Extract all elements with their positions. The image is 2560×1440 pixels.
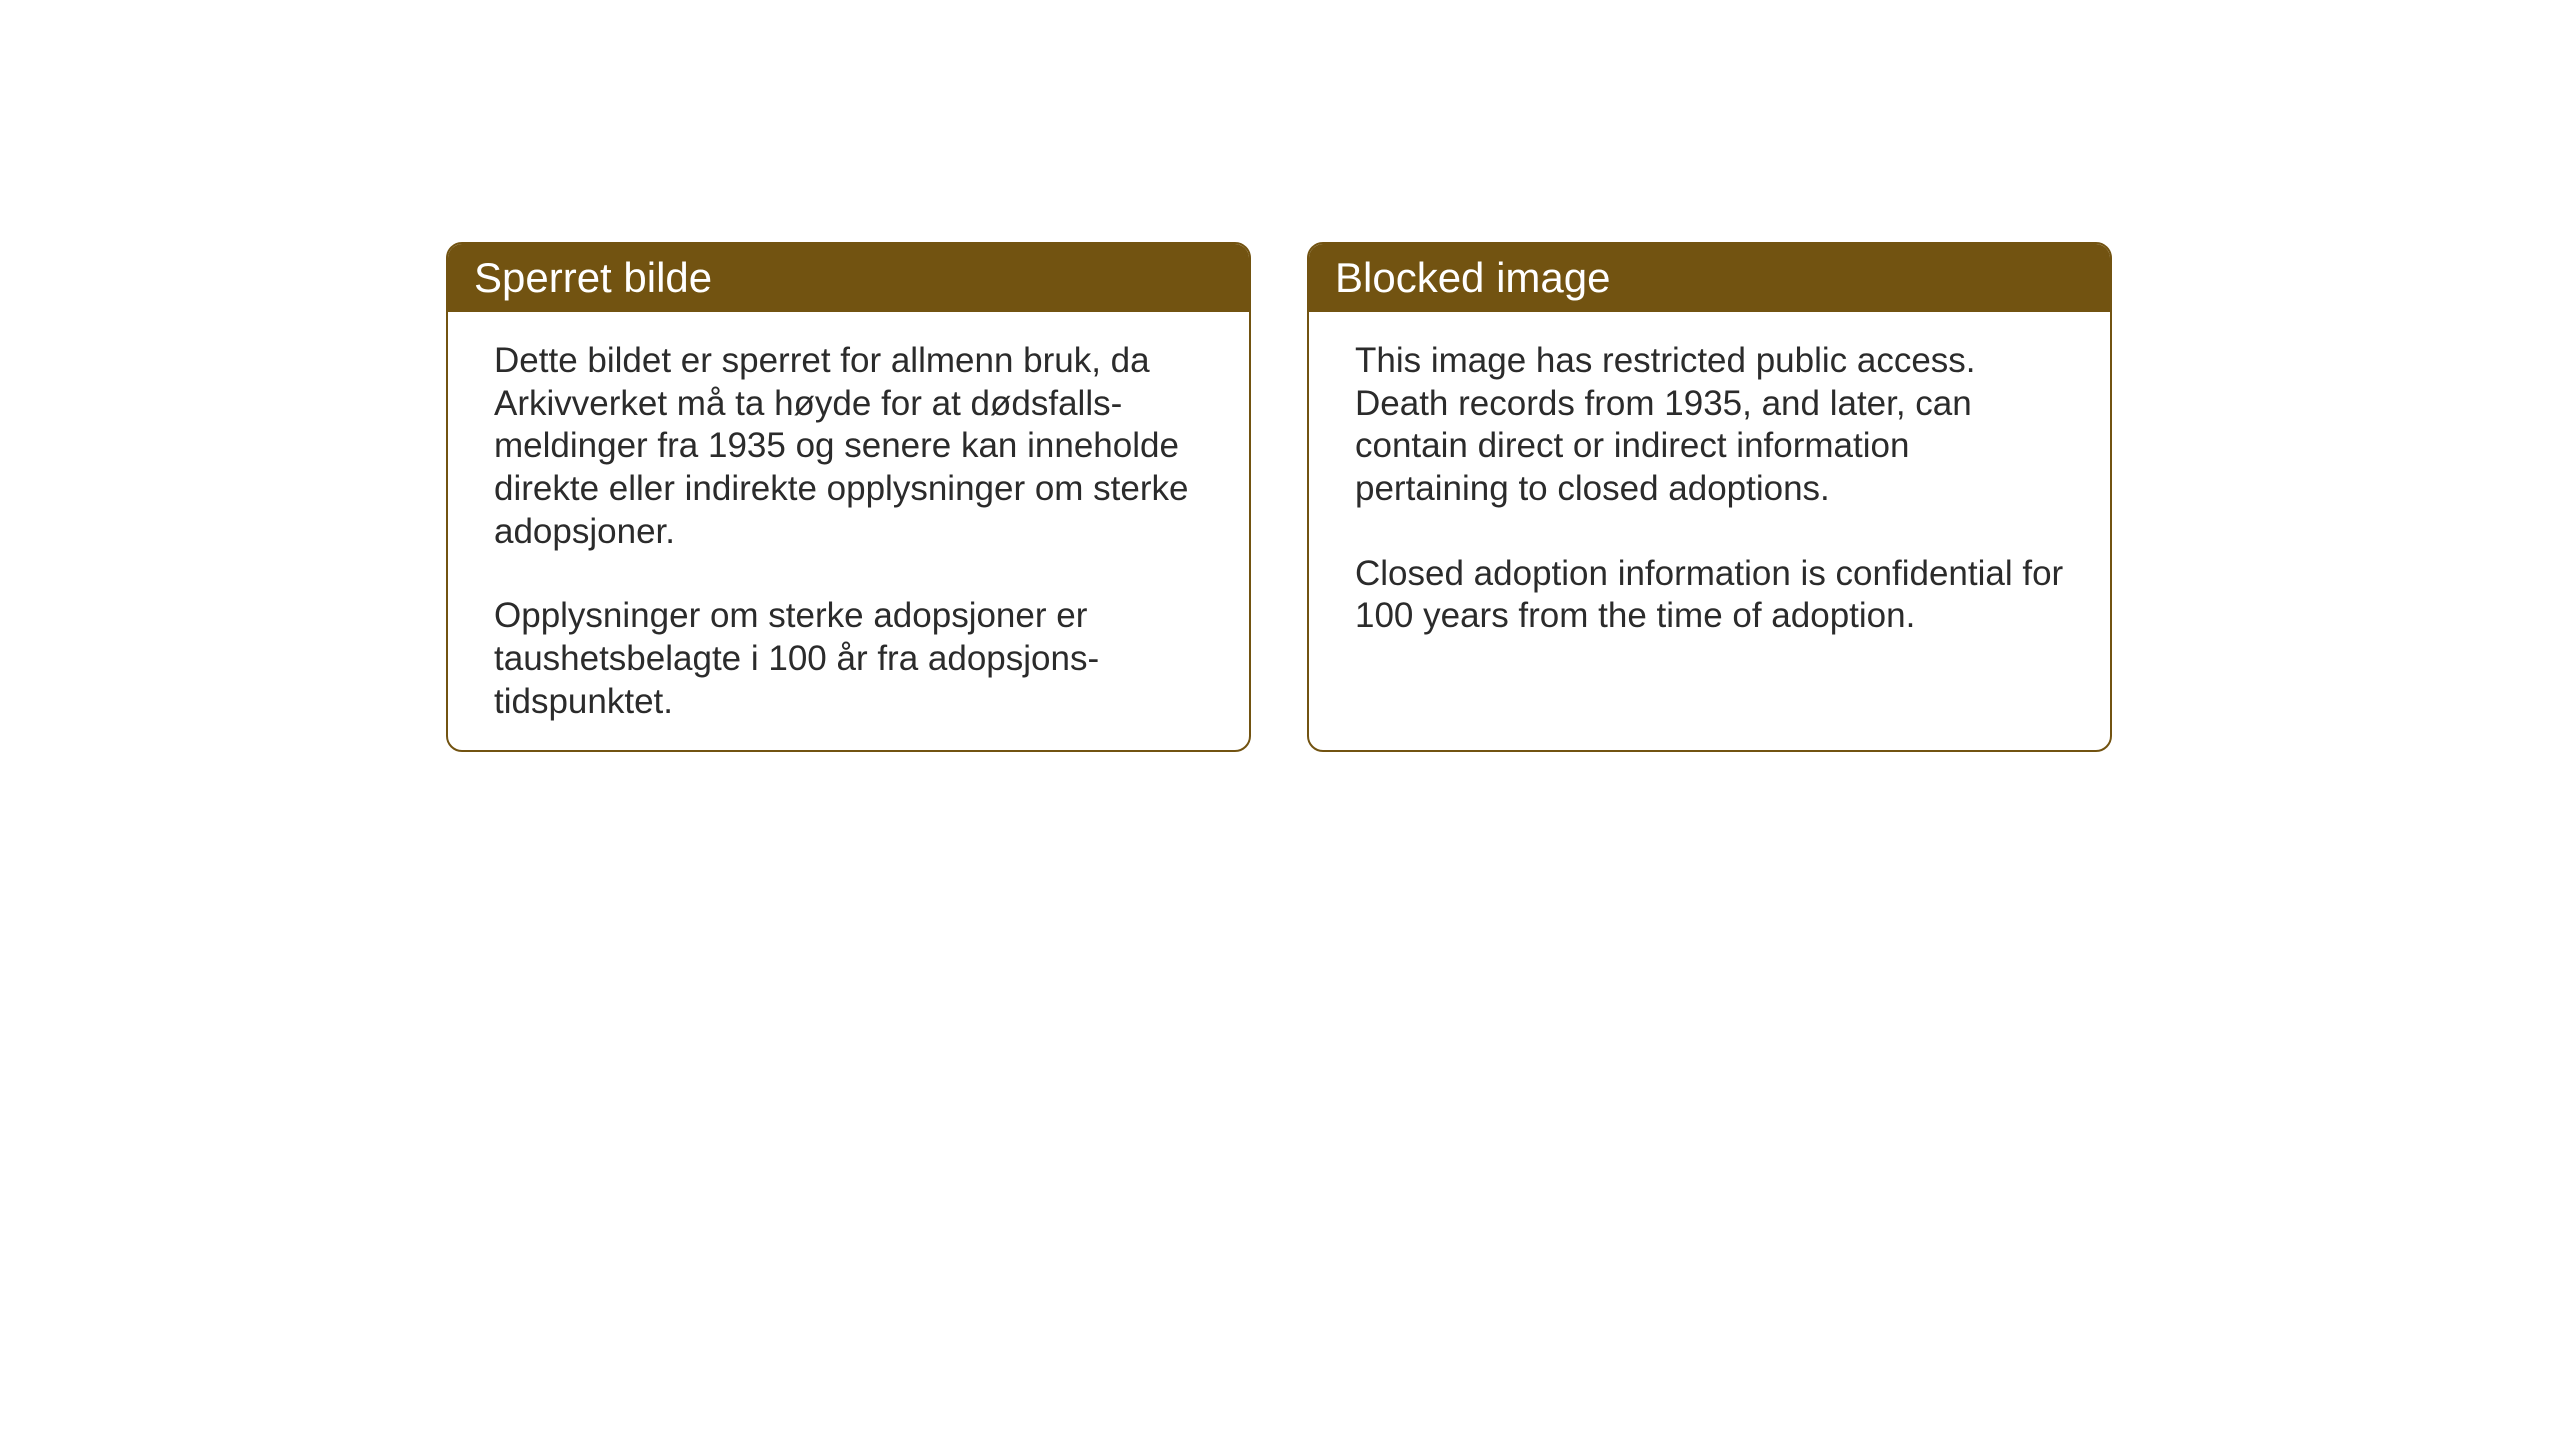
- card-header-norwegian: Sperret bilde: [448, 244, 1249, 312]
- card-paragraph-2-english: Closed adoption information is confident…: [1355, 553, 2064, 638]
- card-norwegian: Sperret bilde Dette bildet er sperret fo…: [446, 242, 1251, 752]
- card-paragraph-2-norwegian: Opplysninger om sterke adopsjoner er tau…: [494, 595, 1203, 723]
- card-body-english: This image has restricted public access.…: [1309, 312, 2110, 666]
- cards-container: Sperret bilde Dette bildet er sperret fo…: [446, 242, 2112, 752]
- card-title-norwegian: Sperret bilde: [474, 254, 712, 301]
- card-paragraph-1-english: This image has restricted public access.…: [1355, 340, 2064, 511]
- card-english: Blocked image This image has restricted …: [1307, 242, 2112, 752]
- card-title-english: Blocked image: [1335, 254, 1610, 301]
- card-paragraph-1-norwegian: Dette bildet er sperret for allmenn bruk…: [494, 340, 1203, 553]
- card-body-norwegian: Dette bildet er sperret for allmenn bruk…: [448, 312, 1249, 752]
- card-header-english: Blocked image: [1309, 244, 2110, 312]
